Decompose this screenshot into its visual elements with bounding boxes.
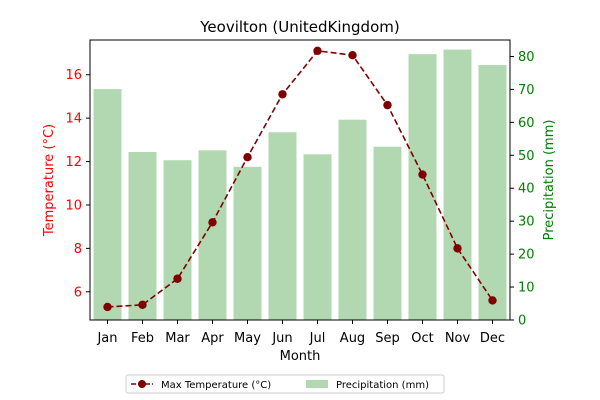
y-right-tick-label: 10: [518, 281, 535, 296]
chart-title: Yeovilton (UnitedKingdom): [199, 18, 399, 36]
y-right-tick-label: 30: [518, 215, 535, 230]
precipitation-bar-apr: [198, 150, 227, 320]
legend-label-temperature: Max Temperature (°C): [161, 380, 271, 391]
y-left-tick-label: 14: [65, 112, 82, 127]
temperature-point-dec: [488, 296, 497, 305]
x-tick-label-jun: Jun: [271, 331, 292, 346]
legend-bar-swatch: [306, 380, 328, 388]
y-left-tick-label: 16: [65, 68, 82, 83]
temperature-point-apr: [208, 218, 217, 227]
y-right-tick-label: 80: [518, 50, 535, 65]
x-tick-label-may: May: [234, 331, 261, 346]
x-tick-label-jul: Jul: [309, 331, 326, 346]
x-tick-label-dec: Dec: [480, 331, 505, 346]
temperature-point-jul: [313, 46, 322, 56]
precipitation-bar-feb: [128, 152, 157, 320]
plot-frame: [89, 39, 511, 321]
precipitation-bar-mar: [163, 160, 192, 320]
y-right-tick-label: 60: [518, 116, 535, 131]
x-tick-label-apr: Apr: [201, 331, 224, 346]
y-right-tick-label: 0: [518, 314, 526, 329]
x-tick-label-feb: Feb: [131, 331, 154, 346]
y-left-tick-label: 10: [65, 198, 82, 213]
temperature-point-may: [243, 153, 252, 162]
legend-frame: [125, 374, 445, 394]
x-tick-label-sep: Sep: [375, 331, 400, 346]
y-left-tick-label: 6: [74, 285, 82, 300]
legend: Max Temperature (°C) Precipitation (mm): [125, 374, 445, 394]
precipitation-bar-oct: [408, 54, 437, 321]
temperature-point-jan: [103, 302, 112, 312]
x-tick-label-oct: Oct: [411, 331, 433, 346]
temperature-point-oct: [418, 170, 427, 179]
y-right-tick-label: 40: [518, 182, 535, 197]
y-right-tick-label: 70: [518, 83, 535, 98]
y-axis-left-label: Temperature (°C): [42, 124, 57, 237]
precipitation-bar-jul: [303, 154, 332, 320]
x-tick-label-jan: Jan: [96, 331, 117, 346]
precipitation-bar-aug: [338, 119, 367, 320]
temperature-point-jun: [278, 90, 287, 99]
legend-marker-swatch: [138, 380, 146, 388]
precipitation-bar-jun: [268, 132, 297, 320]
precipitation-bar-may: [233, 166, 262, 320]
temperature-point-mar: [173, 274, 182, 283]
y-axis-right-label: Precipitation (mm): [542, 120, 557, 241]
y-right-tick-label: 20: [518, 248, 535, 263]
precipitation-bar-jan: [93, 89, 122, 320]
x-tick-label-aug: Aug: [340, 331, 365, 346]
precipitation-bar-sep: [373, 146, 402, 320]
y-left-tick-label: 8: [74, 242, 82, 257]
temperature-point-feb: [138, 300, 147, 310]
y-left-tick-label: 12: [65, 155, 82, 170]
x-tick-label-mar: Mar: [165, 331, 190, 346]
temperature-point-aug: [348, 50, 357, 60]
temperature-point-nov: [453, 244, 462, 253]
precipitation-bar-dec: [478, 65, 507, 320]
x-axis-label: Month: [280, 349, 321, 364]
temperature-point-sep: [383, 100, 392, 110]
precipitation-bar-nov: [443, 49, 472, 320]
temperature-line: [107, 50, 494, 308]
legend-label-precipitation: Precipitation (mm): [336, 380, 429, 391]
y-right-tick-label: 50: [518, 149, 535, 164]
x-tick-label-nov: Nov: [445, 331, 471, 346]
